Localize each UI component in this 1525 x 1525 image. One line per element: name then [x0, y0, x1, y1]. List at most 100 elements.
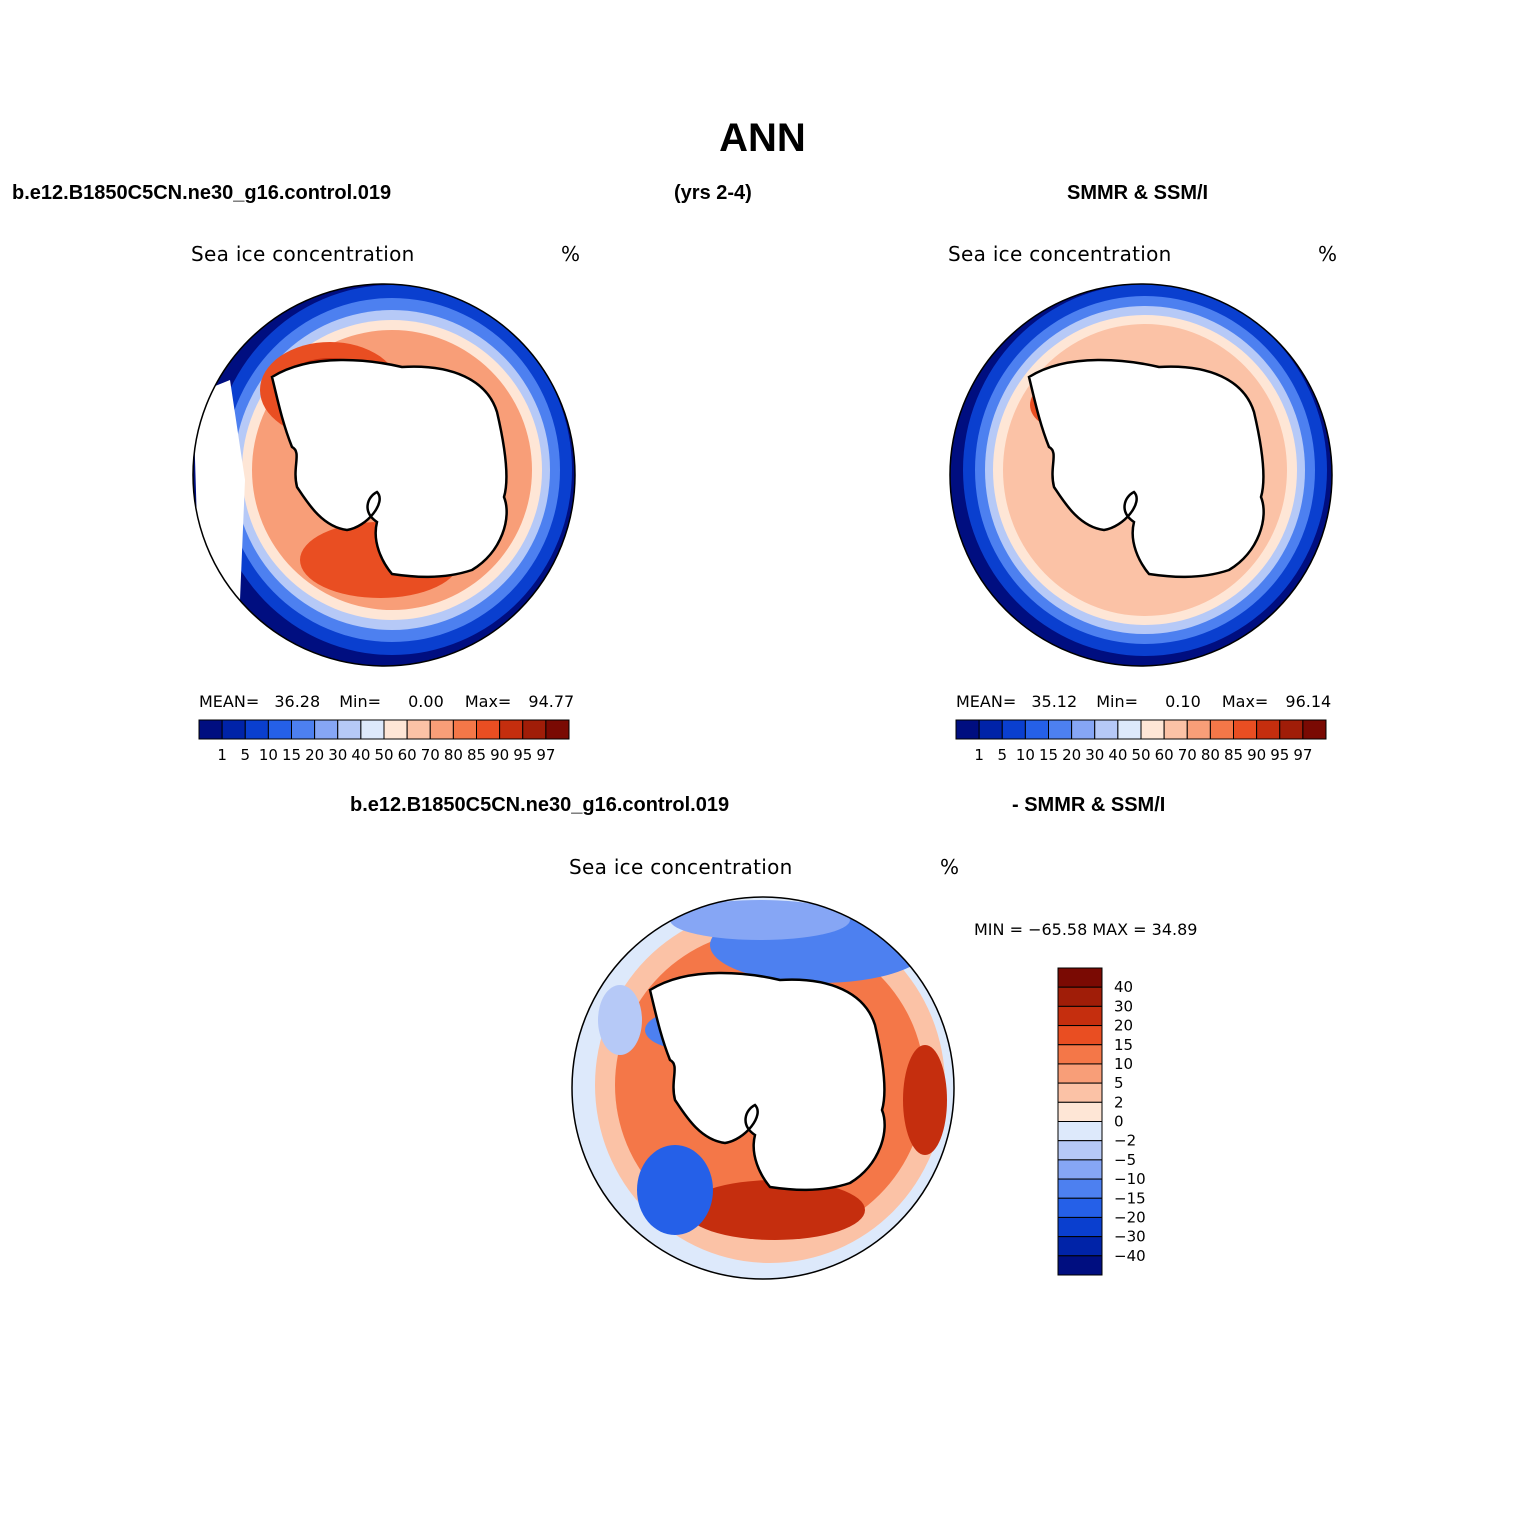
model-colorbar-tick-label: 95: [513, 746, 532, 764]
obs-colorbar-box: [1117, 719, 1142, 740]
model-colorbar-box: [314, 719, 339, 740]
model-colorbar: 1 5 10 15 20 30 40 50 60 70 80 85 90 95 97: [198, 719, 570, 764]
obs-colorbar-tick-label: 95: [1270, 746, 1289, 764]
diff-colorbar-box: [1057, 1063, 1103, 1084]
model-colorbar-tick-label: 30: [328, 746, 347, 764]
diff-colorbar-tick-label: −10: [1114, 1170, 1146, 1188]
obs-mean-value: 35.12: [1031, 692, 1078, 711]
model-colorbar-tick-label: 80: [444, 746, 463, 764]
obs-colorbar-box: [1163, 719, 1188, 740]
diff-colorbar-tick-label: −20: [1114, 1208, 1146, 1226]
obs-colorbar-box: [1094, 719, 1119, 740]
diff-colorbar-box: [1057, 1197, 1103, 1218]
model-colorbar-box: [406, 719, 431, 740]
model-panel-title: Sea ice concentration: [191, 242, 415, 266]
obs-panel-units: %: [1318, 242, 1338, 266]
obs-colorbar-tick-label: 70: [1178, 746, 1197, 764]
diff-colorbar-box: [1057, 1236, 1103, 1257]
model-colorbar-box: [545, 719, 570, 740]
obs-colorbar-tick-label: 90: [1247, 746, 1266, 764]
obs-colorbar-tick-label: 40: [1108, 746, 1127, 764]
diff-colorbar-tick-label: −5: [1114, 1151, 1136, 1169]
diff-colorbar-box: [1057, 1255, 1103, 1276]
model-colorbar-tick-label: 70: [421, 746, 440, 764]
diff-colorbar-tick-label: 5: [1114, 1074, 1124, 1092]
model-colorbar-box: [221, 719, 246, 740]
model-colorbar-tick-label: 10: [259, 746, 278, 764]
obs-colorbar-box: [955, 719, 980, 740]
obs-colorbar-tick-label: 60: [1155, 746, 1174, 764]
diff-colorbar-tick-label: 30: [1114, 997, 1133, 1015]
diff-obs-header: - SMMR & SSM/I: [1012, 794, 1166, 816]
obs-colorbar: 1 5 10 15 20 30 40 50 60 70 80 85 90 95 97: [955, 719, 1327, 764]
diff-colorbar-box: [1057, 1216, 1103, 1238]
model-colorbar-tick-label: 97: [536, 746, 555, 764]
model-colorbar-tick-label: 1: [217, 746, 227, 764]
diff-colorbar-tick-label: 15: [1114, 1036, 1133, 1054]
diff-colorbar-tick-label: −40: [1114, 1247, 1146, 1265]
diff-colorbar-tick-label: −15: [1114, 1189, 1146, 1207]
model-colorbar-tick-label: 50: [374, 746, 393, 764]
model-min-value: 0.00: [408, 692, 444, 711]
model-colorbar-tick-label: 60: [398, 746, 417, 764]
obs-colorbar-box: [1186, 719, 1211, 740]
model-colorbar-tick-label: 20: [305, 746, 324, 764]
obs-colorbar-box: [978, 719, 1003, 740]
diff-colorbar-box: [1057, 1044, 1103, 1065]
diff-panel-title: Sea ice concentration: [569, 855, 793, 879]
case-name-header: b.e12.B1850C5CN.ne30_g16.control.019: [12, 182, 392, 204]
model-colorbar-box: [522, 719, 547, 740]
diff-colorbar-tick-label: 2: [1114, 1093, 1124, 1111]
model-map: [192, 283, 576, 667]
obs-mean-label: MEAN=: [956, 692, 1017, 711]
model-max-value: 94.77: [528, 692, 575, 711]
obs-colorbar-box: [1233, 719, 1258, 740]
model-colorbar-box: [476, 719, 501, 740]
model-colorbar-tick-label: 90: [490, 746, 509, 764]
diff-colorbar-box: [1057, 1178, 1103, 1199]
model-mean-value: 36.28: [274, 692, 321, 711]
model-mean-label: MEAN=: [199, 692, 260, 711]
model-colorbar-box: [267, 719, 292, 740]
obs-colorbar-tick-label: 50: [1131, 746, 1150, 764]
obs-colorbar-tick-label: 5: [997, 746, 1007, 764]
model-colorbar-box: [452, 719, 477, 740]
model-colorbar-tick-label: 85: [467, 746, 486, 764]
obs-colorbar-tick-label: 80: [1201, 746, 1220, 764]
model-colorbar-tick-label: 15: [282, 746, 301, 764]
diff-colorbar-box: [1057, 967, 1103, 988]
diff-colorbar-box: [1057, 1082, 1103, 1103]
model-colorbar-box: [499, 719, 524, 740]
diff-colorbar-tick-label: −30: [1114, 1228, 1146, 1246]
diff-colorbar-box: [1057, 1140, 1103, 1161]
diff-colorbar-box: [1057, 1159, 1103, 1180]
years-header: (yrs 2-4): [674, 182, 752, 204]
diff-colorbar-tick-label: 20: [1114, 1017, 1133, 1035]
diff-panel-units: %: [940, 855, 960, 879]
diff-colorbar-tick-label: −2: [1114, 1132, 1136, 1150]
model-colorbar-box: [360, 719, 385, 740]
model-colorbar-box: [337, 719, 362, 740]
diff-colorbar-box: [1057, 1025, 1103, 1046]
model-colorbar-box: [198, 719, 223, 740]
obs-colorbar-box: [1209, 719, 1234, 740]
obs-map-border: [949, 283, 1333, 667]
model-max-label: Max=: [464, 692, 512, 711]
obs-colorbar-box: [1024, 719, 1049, 740]
obs-stats: MEAN= 35.12 Min= 0.10 Max= 96.14: [956, 692, 1331, 711]
diff-colorbar-box: [1057, 1101, 1103, 1122]
diff-colorbar-box: [1057, 986, 1103, 1007]
obs-colorbar-box: [1256, 719, 1281, 740]
diff-colorbar-tick-label: 0: [1114, 1113, 1124, 1131]
model-colorbar-box: [291, 719, 316, 740]
diff-stats: MIN = −65.58 MAX = 34.89: [974, 920, 1198, 939]
obs-panel-title: Sea ice concentration: [948, 242, 1172, 266]
diff-map: [571, 896, 955, 1280]
diff-colorbar-box: [1057, 1121, 1103, 1142]
obs-name-header: SMMR & SSM/I: [1067, 182, 1209, 204]
model-panel-units: %: [561, 242, 581, 266]
obs-colorbar-tick-label: 10: [1016, 746, 1035, 764]
model-stats: MEAN= 36.28 Min= 0.00 Max= 94.77: [199, 692, 574, 711]
obs-colorbar-box: [1302, 719, 1327, 740]
